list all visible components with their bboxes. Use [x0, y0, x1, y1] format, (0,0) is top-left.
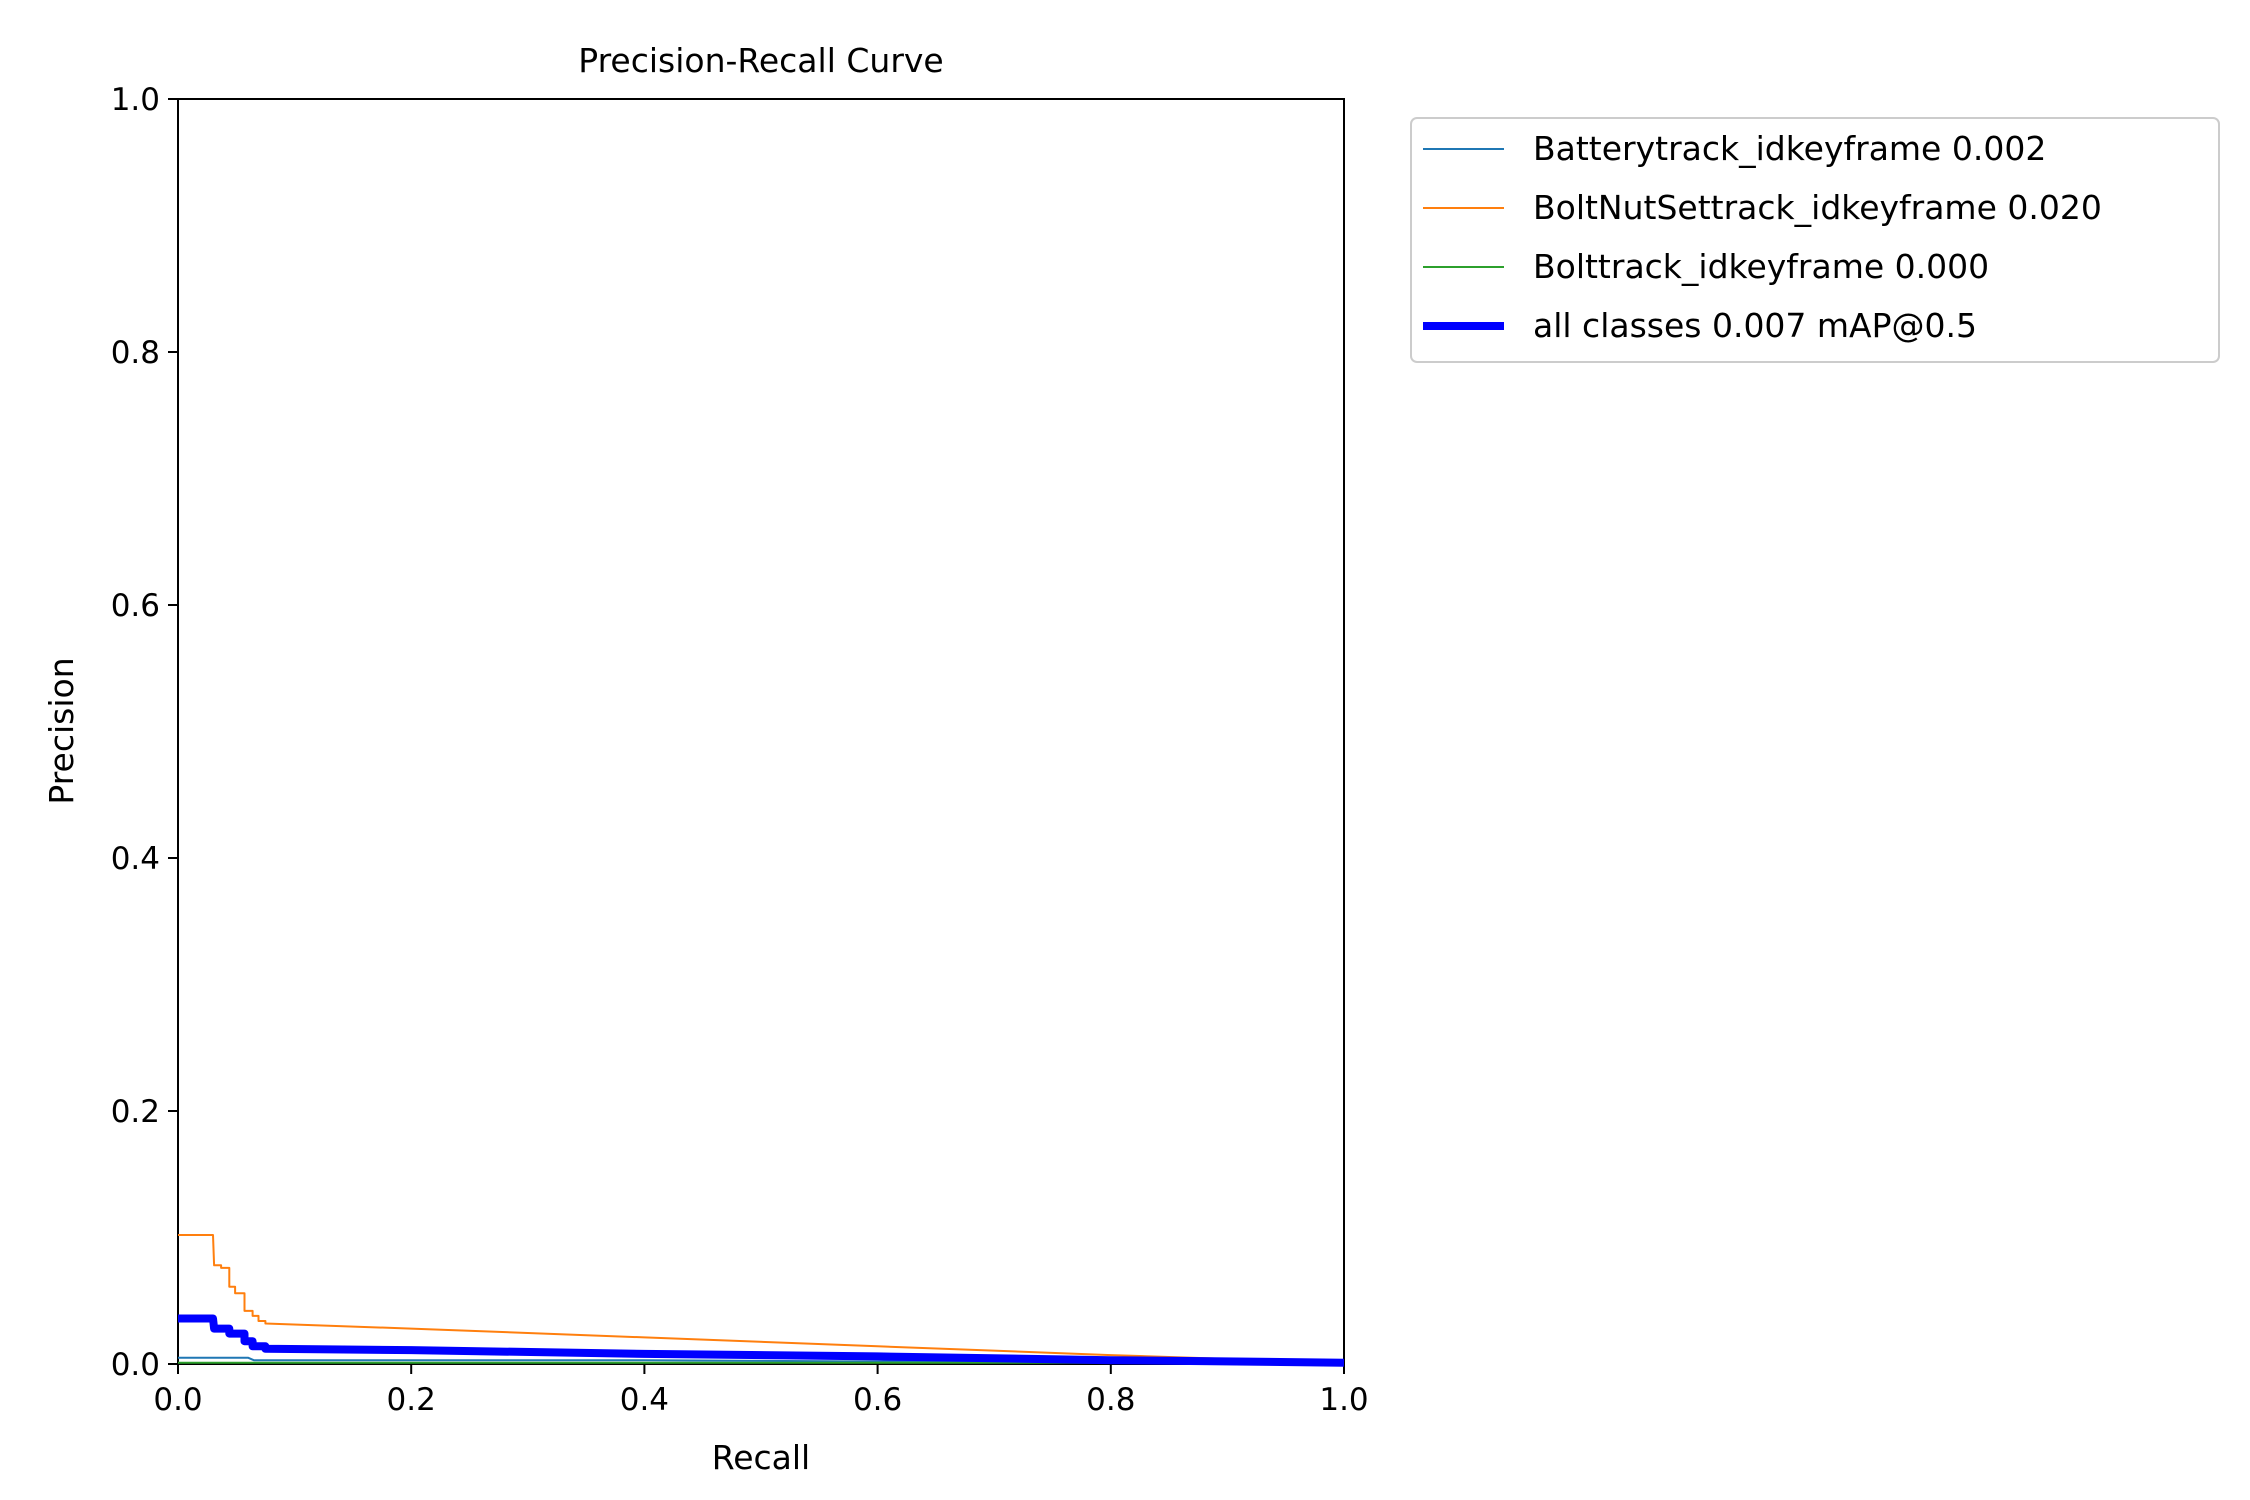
- y-tick-label: 0.8: [111, 335, 160, 371]
- x-tick-label: 0.2: [387, 1382, 436, 1418]
- legend: Batterytrack_idkeyframe 0.002 BoltNutSett…: [1410, 117, 2220, 363]
- legend-label: all classes 0.007 mAP@0.5: [1533, 306, 1977, 345]
- y-tick-label: 1.0: [111, 82, 160, 118]
- x-tick-label: 0.6: [853, 1382, 902, 1418]
- legend-box: [1410, 117, 2220, 363]
- y-tick-label: 0.6: [111, 588, 160, 624]
- x-tick-label: 0.0: [153, 1382, 202, 1418]
- x-tick-label: 0.8: [1086, 1382, 1135, 1418]
- series-lines: [178, 1234, 1345, 1367]
- chart-title: Precision-Recall Curve: [578, 41, 943, 80]
- legend-label: BoltNutSettrack_idkeyframe 0.020: [1533, 188, 2102, 227]
- y-axis-ticks: 0.0 0.2 0.4 0.6 0.8 1.0: [111, 82, 178, 1383]
- x-axis-ticks: 0.0 0.2 0.4 0.6 0.8 1.0: [153, 1364, 1369, 1418]
- x-tick-label: 0.4: [620, 1382, 669, 1418]
- x-axis-label: Recall: [712, 1438, 810, 1477]
- legend-label: Batterytrack_idkeyframe 0.002: [1533, 129, 2046, 168]
- legend-label: Bolttrack_idkeyframe 0.000: [1533, 247, 1989, 286]
- y-axis-label: Precision: [42, 657, 81, 804]
- x-tick-label: 1.0: [1319, 1382, 1368, 1418]
- plot-area-frame: [177, 98, 1345, 1365]
- y-tick-label: 0.4: [111, 841, 160, 877]
- series-line-4: [178, 1314, 1345, 1367]
- y-tick-label: 0.2: [111, 1094, 160, 1130]
- y-tick-label: 0.0: [111, 1347, 160, 1383]
- series-line-2: [178, 1234, 1345, 1364]
